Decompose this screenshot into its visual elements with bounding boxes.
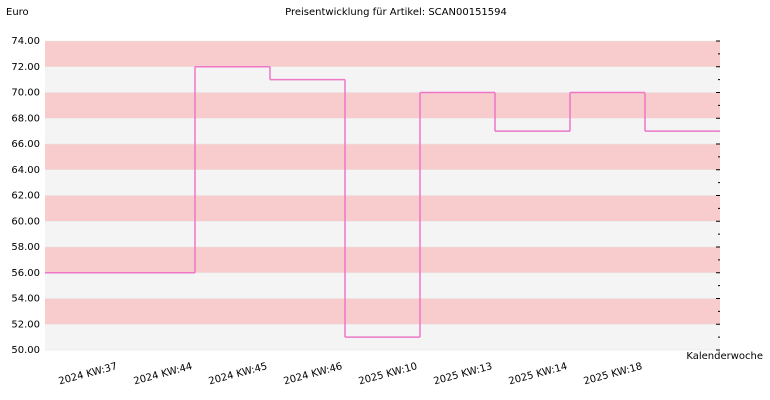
grid-band [45,66,720,93]
y-tick-label: 64.00 [11,165,40,176]
y-tick-label: 62.00 [11,191,40,202]
x-tick-label: 2025 KW:13 [433,361,494,387]
chart-title: Preisentwicklung für Artikel: SCAN001515… [285,7,507,18]
grid-band [45,298,720,325]
y-tick-label: 52.00 [11,319,40,330]
grid-band [45,247,720,273]
x-axis-label: Kalenderwoche [686,351,763,362]
grid-band [45,195,720,222]
y-tick-label: 54.00 [11,294,40,305]
x-tick-label: 2025 KW:10 [358,361,419,387]
y-tick-label: 68.00 [11,113,40,124]
grid-band [45,221,720,247]
y-tick-label: 58.00 [11,242,40,253]
grid-band [45,92,720,119]
y-tick-label: 74.00 [11,36,40,47]
x-tick-label: 2025 KW:18 [583,361,644,387]
y-tick-label: 60.00 [11,216,40,227]
x-tick-label: 2025 KW:14 [508,361,569,387]
x-tick-label: 2024 KW:46 [283,361,344,387]
grid-band [45,169,720,196]
grid-band [45,41,720,67]
grid-band [45,118,720,144]
y-tick-label: 70.00 [11,88,40,99]
y-axis-label: Euro [6,7,29,18]
x-tick-label: 2024 KW:45 [208,361,269,387]
x-tick-label: 2024 KW:37 [58,361,119,387]
x-tick-label: 2024 KW:44 [133,361,194,387]
y-tick-label: 50.00 [11,345,40,356]
y-tick-label: 66.00 [11,139,40,150]
grid-band [45,144,720,170]
y-tick-label: 72.00 [11,62,40,73]
y-tick-label: 56.00 [11,268,40,279]
grid-band [45,272,720,299]
